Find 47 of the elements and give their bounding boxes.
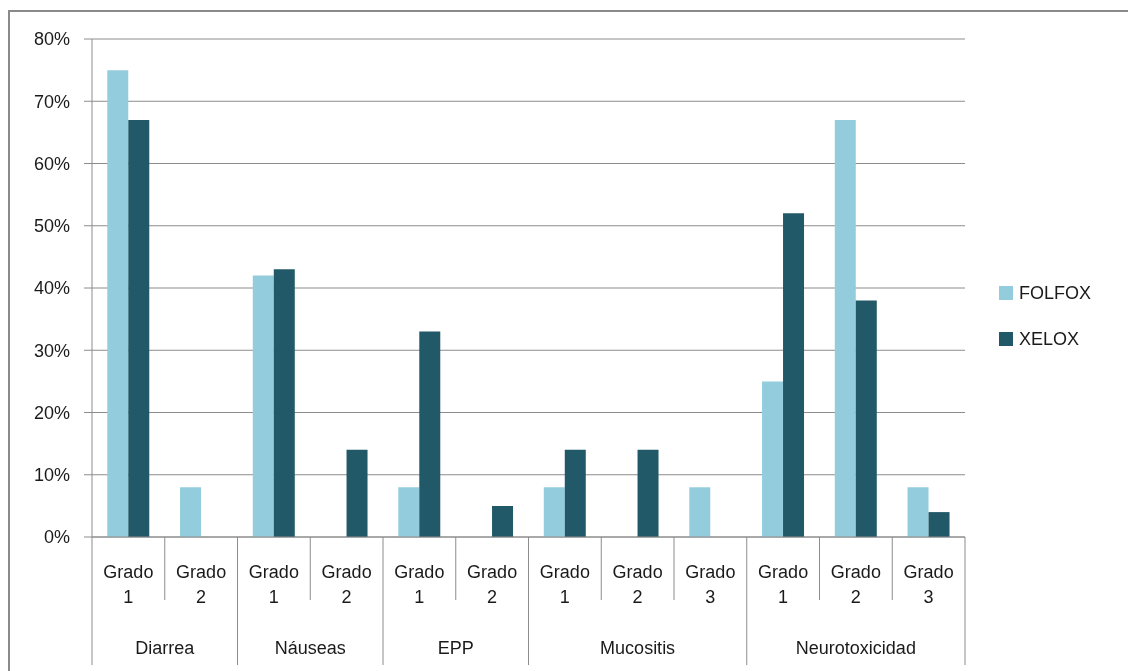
x-tick-label: Grado 1: [539, 562, 590, 607]
x-tick-label: Grado 2: [321, 562, 372, 607]
x-tick-label: Grado 3: [685, 562, 736, 607]
x-tick-label: Grado 2: [612, 562, 663, 607]
bar: [252, 275, 274, 537]
text: Diarrea: [135, 638, 196, 658]
y-tick-label: 70%: [33, 91, 70, 112]
x-tick-label: Grado 2: [467, 562, 518, 607]
y-tick-label: 10%: [33, 465, 70, 486]
legend-label: XELOX: [1019, 328, 1080, 350]
legend-label: FOLFOX: [1019, 282, 1092, 304]
y-tick-label: 20%: [33, 402, 70, 423]
bar: [783, 213, 805, 537]
bar: [907, 487, 929, 537]
x-tick-label: Grado 3: [903, 562, 954, 607]
bar: [855, 300, 877, 537]
bar: [762, 381, 784, 537]
bar: [637, 449, 659, 537]
bar: [346, 449, 368, 537]
x-tick-label: Grado 1: [103, 562, 154, 607]
x-tick-label: Grado 1: [248, 562, 299, 607]
bar: [492, 505, 514, 537]
y-tick-label: 0%: [43, 527, 70, 548]
x-tick-label: Grado 2: [176, 562, 227, 607]
y-tick-label: 60%: [33, 153, 70, 174]
bar: [834, 119, 856, 537]
text: Náuseas: [274, 638, 346, 658]
bar: [419, 331, 441, 537]
text: EPP: [437, 638, 474, 658]
bar: [128, 119, 150, 537]
bar: [928, 512, 950, 537]
y-tick-label: 50%: [33, 216, 70, 237]
text: Neurotoxicidad: [795, 638, 916, 658]
text: Mucositis: [600, 638, 676, 658]
y-tick-label: 40%: [33, 278, 70, 299]
x-tick-label: Grado 1: [758, 562, 809, 607]
bar: [180, 487, 202, 537]
x-tick-label: Grado 1: [394, 562, 445, 607]
y-tick-label: 30%: [33, 340, 70, 361]
bar: [398, 487, 420, 537]
x-tick-label: Grado 2: [830, 562, 881, 607]
bar: [543, 487, 565, 537]
bar: [564, 449, 586, 537]
y-tick-label: 80%: [33, 29, 70, 50]
bar: [273, 269, 295, 537]
bar: [689, 487, 711, 537]
bar: [107, 70, 129, 537]
